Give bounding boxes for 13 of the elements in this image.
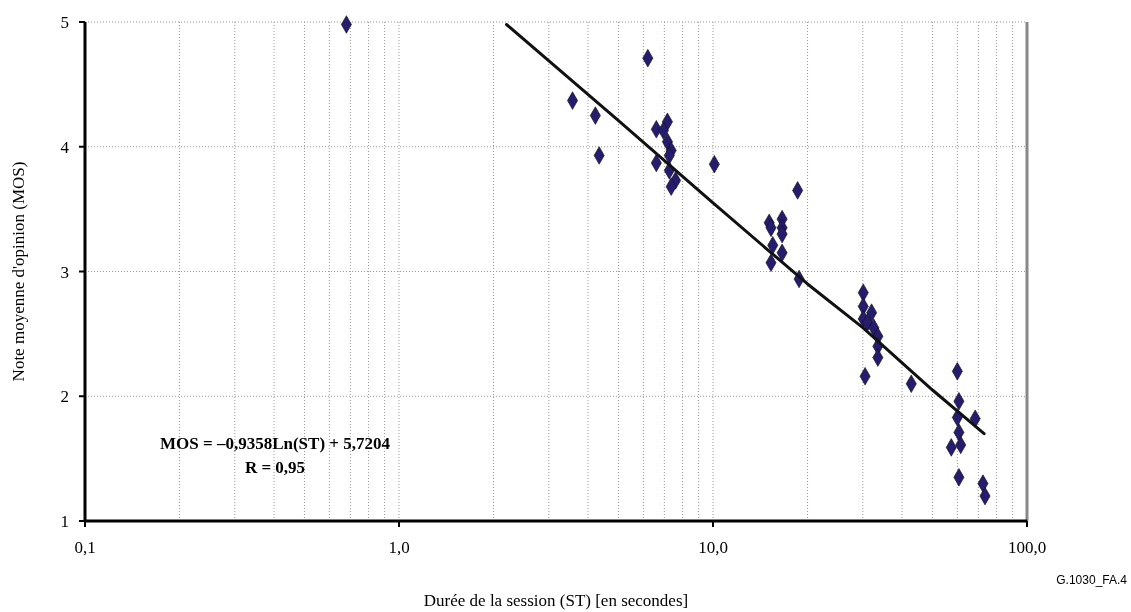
x-tick-label: 0,1 [74,538,96,557]
text: G.1030_FA.4 [1056,573,1128,587]
annotation: MOS = –0,9358Ln(ST) + 5,7204 R = 0,95 [159,434,391,477]
y-tick-label: 3 [60,262,69,282]
y-axis-title: Note moyenne d'opinion (MOS) [9,161,28,382]
y-tick-label: 5 [60,13,69,32]
x-tick-label: 10,0 [698,538,728,557]
y-tick-label: 4 [60,137,70,157]
x-tick-label: 1,0 [388,538,410,557]
y-tick-label: 2 [60,387,69,407]
x-axis-title: Durée de la session (ST) [en secondes] [423,591,689,610]
y-tick-label: 1 [60,512,69,531]
x-tick-label: 100,0 [1007,538,1047,557]
